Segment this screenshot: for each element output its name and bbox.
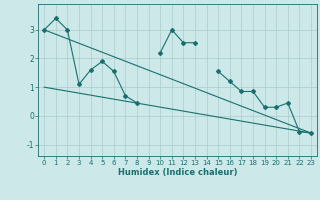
X-axis label: Humidex (Indice chaleur): Humidex (Indice chaleur) xyxy=(118,168,237,177)
